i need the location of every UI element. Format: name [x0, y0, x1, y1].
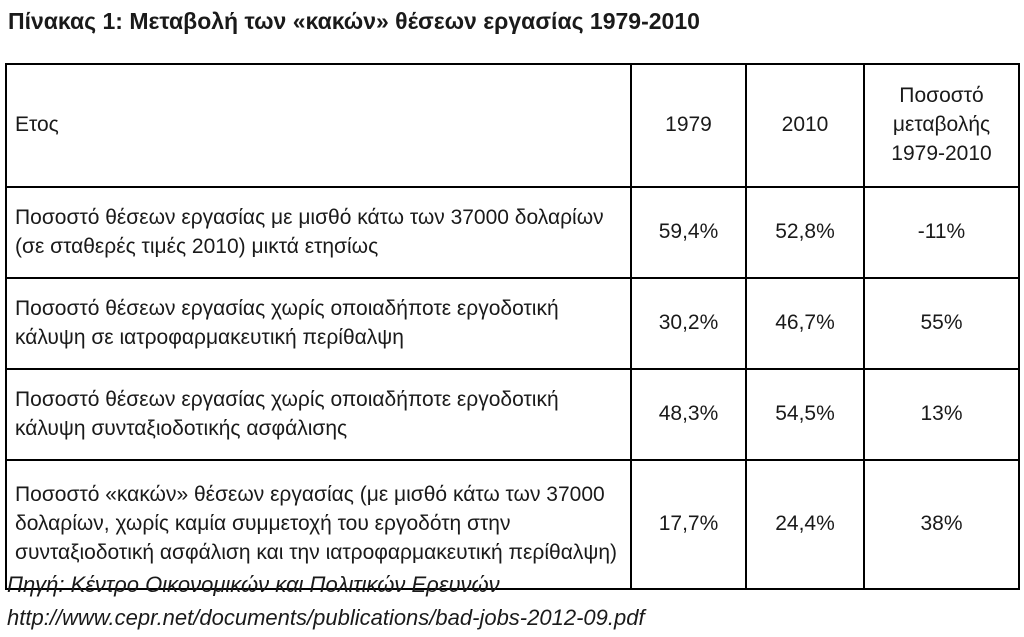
table-title: Πίνακας 1: Μεταβολή των «κακών» θέσεων ε… [8, 8, 700, 34]
source-text: Πηγή: Κέντρο Οικονομικών και Πολιτικών Ε… [7, 572, 500, 597]
row-value-1979: 59,4% [630, 186, 747, 279]
row-value-change: 13% [863, 368, 1020, 461]
table-row: Ποσοστό θέσεων εργασίας με μισθό κάτω τω… [5, 186, 1020, 279]
source-url: http://www.cepr.net/documents/publicatio… [7, 605, 645, 630]
row-label: Ποσοστό θέσεων εργασίας χωρίς οποιαδήποτ… [5, 277, 632, 370]
row-value-change: 38% [863, 459, 1020, 590]
row-value-2010: 52,8% [745, 186, 865, 279]
header-1979: 1979 [630, 63, 747, 188]
row-value-change: -11% [863, 186, 1020, 279]
header-change: Ποσοστό μεταβολής 1979-2010 [863, 63, 1020, 188]
row-value-2010: 54,5% [745, 368, 865, 461]
row-label: Ποσοστό «κακών» θέσεων εργασίας (με μισθ… [5, 459, 632, 590]
header-year: Ετος [5, 63, 632, 188]
row-value-1979: 48,3% [630, 368, 747, 461]
source-note: Πηγή: Κέντρο Οικονομικών και Πολιτικών Ε… [7, 568, 645, 634]
row-value-2010: 46,7% [745, 277, 865, 370]
row-value-2010: 24,4% [745, 459, 865, 590]
table-row: Ποσοστό θέσεων εργασίας χωρίς οποιαδήποτ… [5, 368, 1020, 461]
row-label: Ποσοστό θέσεων εργασίας χωρίς οποιαδήποτ… [5, 368, 632, 461]
row-value-1979: 17,7% [630, 459, 747, 590]
table-header-row: Ετος 1979 2010 Ποσοστό μεταβολής 1979-20… [5, 63, 1020, 188]
header-2010: 2010 [745, 63, 865, 188]
row-label: Ποσοστό θέσεων εργασίας με μισθό κάτω τω… [5, 186, 632, 279]
row-value-change: 55% [863, 277, 1020, 370]
table-row: Ποσοστό θέσεων εργασίας χωρίς οποιαδήποτ… [5, 277, 1020, 370]
bad-jobs-table: Ετος 1979 2010 Ποσοστό μεταβολής 1979-20… [5, 63, 1020, 590]
table-row: Ποσοστό «κακών» θέσεων εργασίας (με μισθ… [5, 459, 1020, 590]
row-value-1979: 30,2% [630, 277, 747, 370]
